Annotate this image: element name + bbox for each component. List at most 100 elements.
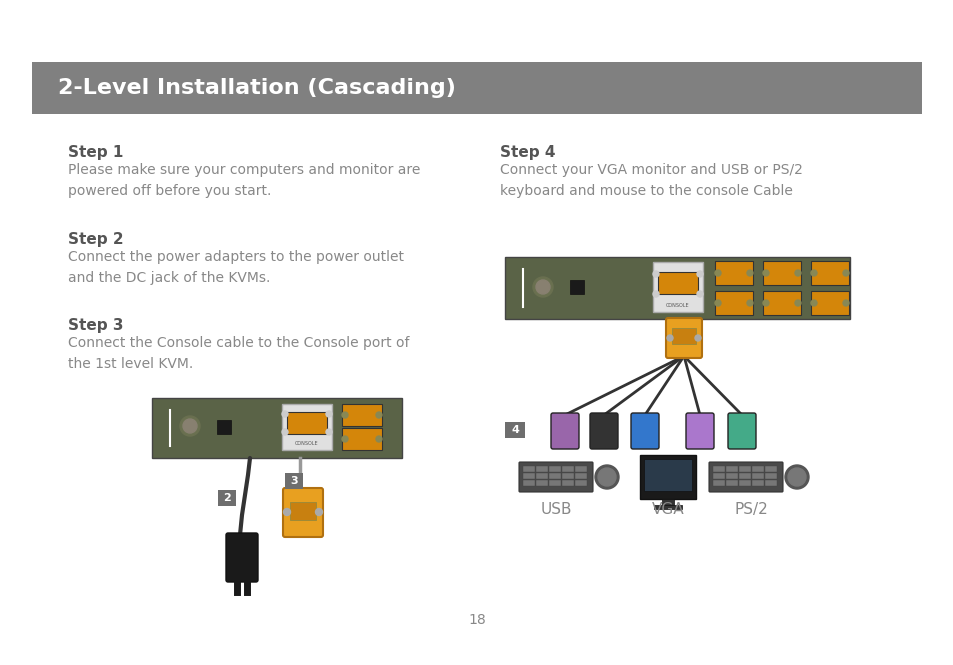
- FancyBboxPatch shape: [551, 413, 578, 449]
- FancyBboxPatch shape: [751, 466, 763, 472]
- FancyBboxPatch shape: [589, 413, 618, 449]
- FancyBboxPatch shape: [708, 462, 782, 492]
- FancyBboxPatch shape: [522, 480, 535, 486]
- Text: 18: 18: [468, 613, 485, 627]
- FancyBboxPatch shape: [725, 473, 738, 479]
- Circle shape: [746, 270, 752, 276]
- FancyBboxPatch shape: [536, 480, 547, 486]
- Circle shape: [282, 429, 288, 435]
- Circle shape: [810, 270, 816, 276]
- FancyBboxPatch shape: [764, 466, 776, 472]
- Text: Connect your VGA monitor and USB or PS/2
keyboard and mouse to the console Cable: Connect your VGA monitor and USB or PS/2…: [499, 163, 802, 198]
- FancyBboxPatch shape: [287, 412, 327, 434]
- Text: 4: 4: [511, 425, 518, 435]
- FancyBboxPatch shape: [654, 505, 681, 509]
- Circle shape: [375, 436, 381, 442]
- Circle shape: [536, 280, 550, 294]
- Circle shape: [842, 270, 848, 276]
- FancyBboxPatch shape: [712, 473, 724, 479]
- FancyBboxPatch shape: [341, 428, 381, 450]
- Circle shape: [595, 465, 618, 489]
- Circle shape: [652, 291, 659, 297]
- Circle shape: [282, 411, 288, 417]
- FancyBboxPatch shape: [643, 459, 691, 491]
- Text: Step 1: Step 1: [68, 145, 123, 160]
- FancyBboxPatch shape: [536, 473, 547, 479]
- FancyBboxPatch shape: [569, 280, 583, 294]
- FancyBboxPatch shape: [548, 466, 560, 472]
- Text: CONSOLE: CONSOLE: [294, 441, 318, 446]
- FancyBboxPatch shape: [285, 473, 303, 489]
- FancyBboxPatch shape: [764, 473, 776, 479]
- Text: Connect the power adapters to the power outlet
and the DC jack of the KVMs.: Connect the power adapters to the power …: [68, 250, 403, 285]
- FancyBboxPatch shape: [575, 473, 586, 479]
- FancyBboxPatch shape: [739, 480, 750, 486]
- FancyBboxPatch shape: [810, 261, 848, 285]
- Circle shape: [794, 270, 801, 276]
- Circle shape: [697, 271, 702, 277]
- FancyBboxPatch shape: [561, 466, 574, 472]
- FancyBboxPatch shape: [226, 533, 257, 582]
- FancyBboxPatch shape: [218, 490, 235, 506]
- Text: Step 3: Step 3: [68, 318, 123, 333]
- FancyBboxPatch shape: [751, 480, 763, 486]
- FancyBboxPatch shape: [522, 473, 535, 479]
- FancyBboxPatch shape: [518, 462, 593, 492]
- FancyBboxPatch shape: [561, 480, 574, 486]
- FancyBboxPatch shape: [712, 466, 724, 472]
- FancyBboxPatch shape: [739, 466, 750, 472]
- FancyBboxPatch shape: [32, 62, 921, 114]
- FancyBboxPatch shape: [639, 455, 696, 499]
- FancyBboxPatch shape: [283, 488, 323, 537]
- Circle shape: [794, 300, 801, 306]
- Circle shape: [183, 419, 196, 433]
- FancyBboxPatch shape: [504, 422, 524, 438]
- FancyBboxPatch shape: [658, 272, 698, 294]
- FancyBboxPatch shape: [652, 262, 702, 312]
- FancyBboxPatch shape: [685, 413, 713, 449]
- FancyBboxPatch shape: [714, 261, 752, 285]
- Circle shape: [180, 416, 200, 436]
- Circle shape: [533, 277, 553, 297]
- FancyBboxPatch shape: [810, 291, 848, 315]
- FancyBboxPatch shape: [714, 291, 752, 315]
- FancyBboxPatch shape: [712, 480, 724, 486]
- Text: VGA: VGA: [651, 502, 683, 517]
- FancyBboxPatch shape: [575, 466, 586, 472]
- Circle shape: [375, 412, 381, 418]
- Text: Step 2: Step 2: [68, 232, 124, 247]
- FancyBboxPatch shape: [522, 466, 535, 472]
- Circle shape: [697, 291, 702, 297]
- FancyBboxPatch shape: [152, 398, 401, 458]
- FancyBboxPatch shape: [290, 502, 315, 520]
- Circle shape: [326, 411, 332, 417]
- Circle shape: [762, 270, 768, 276]
- Circle shape: [746, 300, 752, 306]
- Circle shape: [283, 509, 291, 515]
- FancyBboxPatch shape: [725, 466, 738, 472]
- FancyBboxPatch shape: [727, 413, 755, 449]
- FancyBboxPatch shape: [762, 261, 801, 285]
- Circle shape: [714, 300, 720, 306]
- FancyBboxPatch shape: [751, 473, 763, 479]
- Circle shape: [341, 436, 348, 442]
- Circle shape: [326, 429, 332, 435]
- FancyBboxPatch shape: [725, 480, 738, 486]
- Text: Please make sure your computers and monitor are
powered off before you start.: Please make sure your computers and moni…: [68, 163, 420, 198]
- Circle shape: [784, 465, 808, 489]
- Circle shape: [652, 271, 659, 277]
- FancyBboxPatch shape: [671, 328, 696, 344]
- FancyBboxPatch shape: [216, 420, 231, 434]
- Text: Step 4: Step 4: [499, 145, 555, 160]
- Circle shape: [666, 335, 672, 341]
- FancyBboxPatch shape: [739, 473, 750, 479]
- FancyBboxPatch shape: [575, 480, 586, 486]
- Circle shape: [842, 300, 848, 306]
- FancyBboxPatch shape: [536, 466, 547, 472]
- FancyBboxPatch shape: [762, 291, 801, 315]
- FancyBboxPatch shape: [548, 480, 560, 486]
- Circle shape: [714, 270, 720, 276]
- Text: Connect the Console cable to the Console port of
the 1st level KVM.: Connect the Console cable to the Console…: [68, 336, 409, 370]
- Text: 2-Level Installation (Cascading): 2-Level Installation (Cascading): [58, 78, 456, 98]
- FancyBboxPatch shape: [282, 404, 332, 450]
